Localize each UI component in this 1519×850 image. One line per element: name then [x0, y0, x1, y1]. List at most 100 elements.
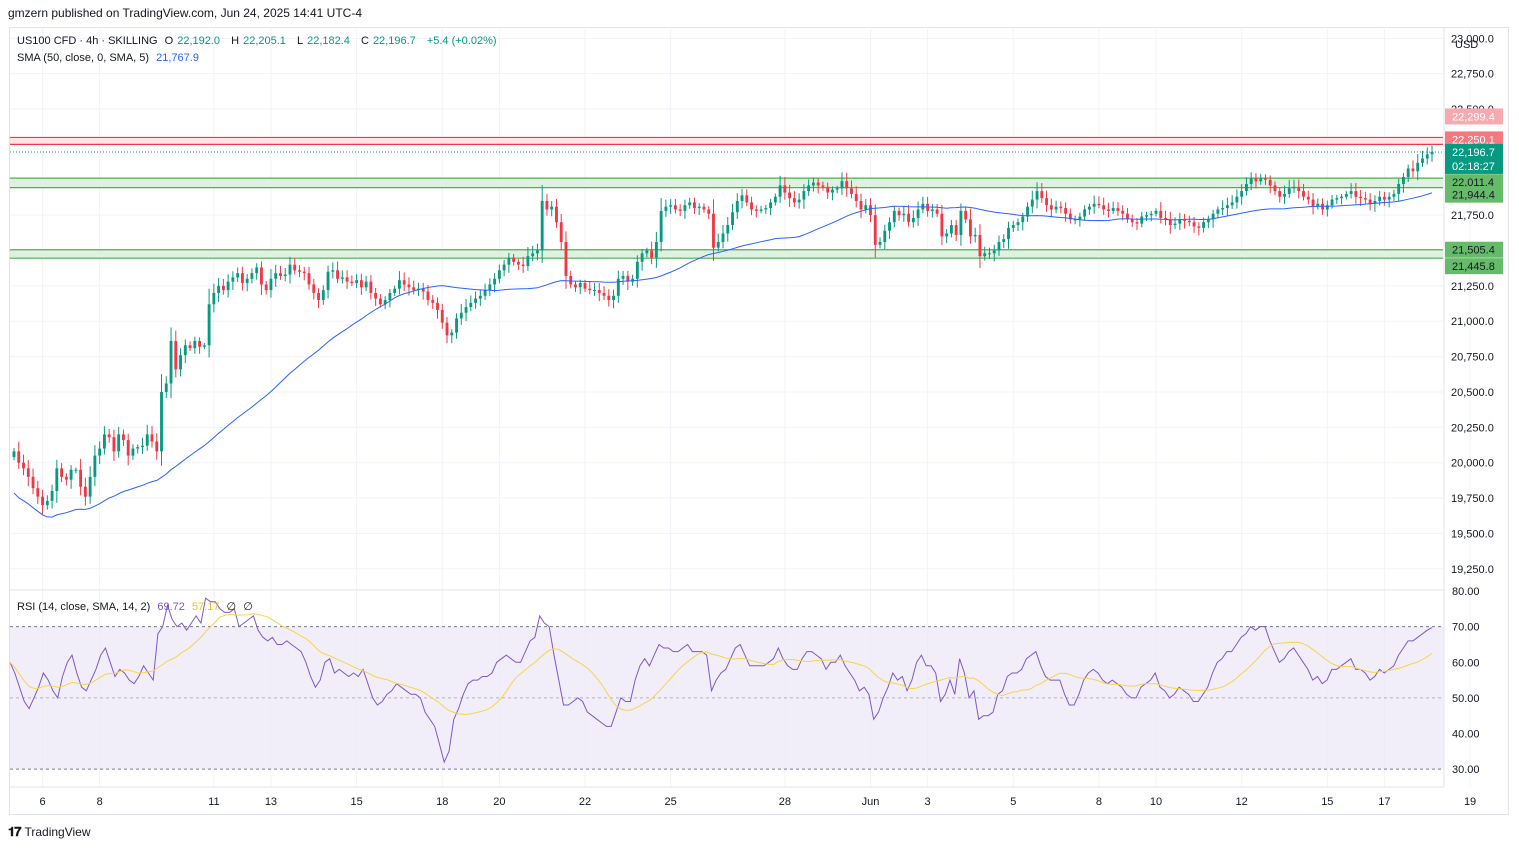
- candle: [897, 207, 901, 221]
- candle: [236, 267, 240, 282]
- candle-body: [112, 437, 116, 452]
- candle-body: [569, 275, 573, 285]
- candle-body: [788, 192, 792, 199]
- candle: [74, 467, 78, 474]
- candle: [1240, 184, 1244, 205]
- candle-body: [1406, 168, 1410, 177]
- candle: [854, 186, 858, 208]
- tag-last-price-bg: [1445, 143, 1503, 160]
- candle: [1059, 201, 1063, 214]
- chart-frame[interactable]: [9, 27, 1509, 815]
- candle: [131, 444, 135, 460]
- candle: [1368, 193, 1372, 211]
- candle: [155, 433, 159, 460]
- rsi-tick-label: 60.00: [1452, 657, 1480, 669]
- tag-support-lower-low-text: 21,445.8: [1452, 261, 1495, 273]
- candle-body: [750, 202, 753, 210]
- candle-body: [759, 209, 763, 211]
- candle-body: [426, 291, 430, 301]
- candle: [754, 205, 758, 218]
- candle: [117, 426, 121, 458]
- candle: [1344, 191, 1348, 200]
- candle: [474, 291, 477, 309]
- candle-body: [735, 200, 739, 213]
- candle: [745, 189, 749, 207]
- price-tick-label: 21,250.0: [1451, 281, 1494, 293]
- candle-body: [1121, 210, 1125, 214]
- rsi-ma-value: 57.17: [191, 601, 220, 613]
- candle: [750, 196, 753, 216]
- candle-body: [26, 468, 30, 477]
- time-tick-label: 18: [436, 796, 448, 808]
- candle-body: [255, 267, 259, 274]
- candle: [283, 268, 287, 282]
- candle: [1026, 202, 1029, 222]
- candle-body: [264, 284, 268, 291]
- candle: [811, 177, 815, 192]
- tradingview-wordmark[interactable]: TradingView: [24, 825, 91, 839]
- candle: [160, 374, 163, 466]
- candle: [892, 205, 896, 228]
- candle: [450, 329, 454, 344]
- candle: [350, 275, 354, 286]
- candle-body: [1344, 193, 1348, 197]
- candle: [493, 273, 497, 293]
- candle-body: [1007, 227, 1010, 240]
- sma-label[interactable]: SMA (50, close, 0, SMA, 5): [17, 52, 150, 64]
- rsi-extra-2: ∅: [243, 601, 253, 613]
- candle-body: [1016, 222, 1020, 226]
- candle: [1097, 196, 1101, 209]
- candle-body: [321, 290, 325, 301]
- candle-body: [1244, 184, 1248, 192]
- candle: [164, 376, 168, 399]
- candle: [1306, 190, 1310, 205]
- rsi-label[interactable]: RSI (14, close, SMA, 14, 2): [17, 601, 151, 613]
- candle-body: [897, 210, 901, 216]
- candle: [22, 454, 25, 476]
- candle-body: [483, 290, 487, 296]
- candle: [1054, 200, 1058, 214]
- candle-body: [474, 298, 477, 303]
- candle-body: [336, 270, 339, 279]
- candle-body: [217, 285, 221, 293]
- candle-body: [1173, 223, 1177, 226]
- candle-body: [978, 234, 982, 257]
- candle-body: [1130, 219, 1134, 223]
- candle: [436, 297, 439, 319]
- candle: [507, 252, 511, 273]
- candle-body: [1202, 222, 1206, 228]
- currency-label: USD: [1455, 39, 1478, 51]
- candle: [1235, 189, 1239, 209]
- candle: [683, 199, 687, 219]
- symbol-label[interactable]: US100 CFD · 4h · SKILLING: [17, 35, 158, 47]
- candle-body: [697, 206, 701, 209]
- candle-body: [678, 209, 682, 211]
- candle-body: [621, 275, 625, 279]
- candle: [17, 441, 21, 469]
- tag-last-price-text: 22,196.7: [1452, 147, 1495, 159]
- candle: [326, 265, 330, 299]
- candle: [940, 204, 944, 246]
- rsi-tick-label: 80.00: [1452, 586, 1480, 598]
- candle-body: [988, 253, 991, 255]
- candle: [1073, 215, 1077, 225]
- candle: [654, 231, 658, 268]
- candle-body: [1116, 208, 1120, 211]
- high-label: H 22,205.1: [231, 35, 290, 47]
- candle-body: [1026, 206, 1029, 217]
- candle-body: [193, 341, 197, 349]
- tradingview-logo-icon: 𝟏𝟕: [8, 824, 22, 839]
- price-tick-label: 19,250.0: [1451, 564, 1494, 576]
- candle-body: [1254, 178, 1258, 182]
- time-tick-label: 20: [493, 796, 505, 808]
- resistance-zone: [10, 137, 1443, 145]
- candle-body: [1187, 220, 1191, 223]
- candle: [569, 270, 573, 289]
- candle: [678, 204, 682, 217]
- candle: [930, 204, 934, 218]
- close-label: C 22,196.7: [361, 35, 420, 47]
- candle-body: [431, 300, 435, 303]
- candle-body: [1225, 205, 1229, 209]
- candle-body: [811, 182, 815, 186]
